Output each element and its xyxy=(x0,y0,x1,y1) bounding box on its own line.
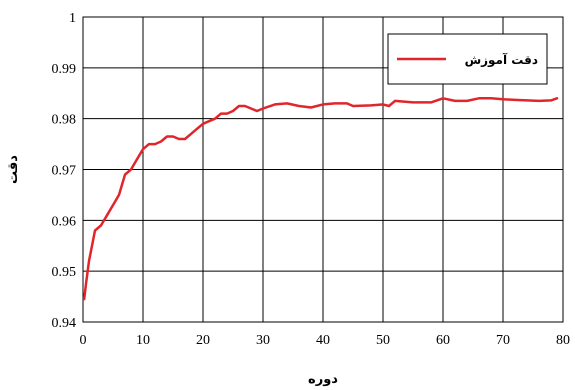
y-tick-label: 0.99 xyxy=(52,62,77,77)
y-axis-title: دقت xyxy=(6,155,21,184)
y-tick-label: 0.94 xyxy=(52,316,77,331)
x-tick-label: 60 xyxy=(436,333,450,348)
x-tick-label: 40 xyxy=(316,333,330,348)
x-axis-title: دوره xyxy=(308,372,338,387)
series-layer xyxy=(82,97,559,301)
y-axis-ticks: 0.94 0.95 0.96 0.97 0.98 0.99 1 xyxy=(52,11,77,331)
x-tick-label: 80 xyxy=(556,333,570,348)
y-tick-label: 0.97 xyxy=(52,164,77,179)
x-tick-label: 0 xyxy=(80,333,87,348)
y-tick-label: 0.96 xyxy=(52,214,77,229)
x-tick-label: 10 xyxy=(136,333,150,348)
x-tick-label: 70 xyxy=(496,333,510,348)
legend: دقت آموزش xyxy=(387,33,548,85)
x-tick-label: 50 xyxy=(376,333,390,348)
legend-label: دقت آموزش xyxy=(465,52,538,68)
x-axis-ticks: 0 10 20 30 40 50 60 70 80 xyxy=(80,333,571,348)
y-tick-label: 1 xyxy=(69,11,76,26)
y-tick-label: 0.98 xyxy=(52,113,77,128)
x-tick-label: 30 xyxy=(256,333,270,348)
x-tick-label: 20 xyxy=(196,333,210,348)
y-tick-label: 0.95 xyxy=(52,265,77,280)
series-line xyxy=(82,97,559,301)
plot-area xyxy=(82,16,564,323)
